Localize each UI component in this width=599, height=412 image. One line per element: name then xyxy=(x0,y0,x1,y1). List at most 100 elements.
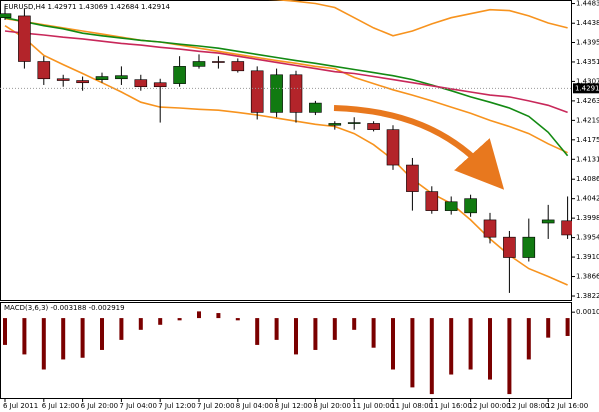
candle-body xyxy=(115,75,128,80)
candle-body xyxy=(464,198,477,214)
candle-body xyxy=(309,102,322,113)
y-tick-label: 1.44830 xyxy=(576,0,599,8)
candle-body xyxy=(134,79,148,88)
macd-bar xyxy=(526,318,531,360)
x-tick-label: 7 Jul 04:00 xyxy=(119,402,157,410)
y-tick-label: 1.42190 xyxy=(576,116,599,124)
candle-body xyxy=(153,82,167,88)
x-tick-label: 12 Jul 16:00 xyxy=(546,402,588,410)
macd-bar xyxy=(294,318,298,355)
candle-body xyxy=(270,74,283,113)
macd-bar xyxy=(197,311,201,319)
trend-arrow xyxy=(333,105,505,190)
x-tick-label: 8 Jul 04:00 xyxy=(236,402,274,410)
candle-body xyxy=(289,74,303,113)
macd-bar xyxy=(22,318,27,355)
macd-title: MACD(3,6,3) -0.003188 -0.002919 xyxy=(4,304,125,312)
macd-bar xyxy=(332,318,337,340)
macd-bar xyxy=(352,318,357,330)
candle-body xyxy=(18,15,31,62)
candle-body xyxy=(483,219,497,238)
candle-body xyxy=(173,66,186,84)
candle-body xyxy=(231,61,245,72)
y-tick-label: 0.001059 xyxy=(576,308,599,316)
candle-body xyxy=(503,236,516,258)
candle-body xyxy=(386,129,400,166)
y-tick-label: 1.43070 xyxy=(576,77,599,85)
y-tick-label: 1.44385 xyxy=(576,19,599,27)
x-tick-label: 11 Jul 08:00 xyxy=(391,402,433,410)
x-tick-label: 12 Jul 08:00 xyxy=(507,402,549,410)
macd-bar xyxy=(3,318,7,345)
candle-body xyxy=(0,13,12,18)
indicator-line xyxy=(4,17,568,154)
macd-bar xyxy=(158,318,163,325)
macd-bar xyxy=(61,318,66,360)
indicator-line xyxy=(267,0,568,37)
x-tick-label: 6 Jul 2011 xyxy=(3,402,38,410)
macd-bar xyxy=(41,318,46,370)
x-tick-label: 6 Jul 20:00 xyxy=(81,402,119,410)
candle-body xyxy=(406,164,419,192)
candle-body xyxy=(37,61,51,80)
macd-bar xyxy=(565,318,570,336)
macd-bar xyxy=(371,318,376,348)
macd-bar xyxy=(255,318,260,345)
candle-body xyxy=(425,191,439,211)
macd-bar xyxy=(488,318,492,380)
y-tick-label: 1.39980 xyxy=(576,214,599,222)
x-tick-label: 11 Jul 16:00 xyxy=(430,402,472,410)
x-tick-label: 8 Jul 20:00 xyxy=(313,402,351,410)
y-tick-label: 1.43950 xyxy=(576,38,599,46)
x-tick-label: 11 Jul 00:00 xyxy=(352,402,394,410)
y-tick-label: 1.43510 xyxy=(576,58,599,66)
candle-body xyxy=(347,122,361,124)
y-tick-label: 1.40420 xyxy=(576,195,599,203)
indicator-line xyxy=(4,30,568,114)
macd-frame xyxy=(0,302,572,399)
candle-body xyxy=(541,219,555,224)
main-title: EURUSD,H4 1.42971 1.43069 1.42684 1.4291… xyxy=(4,3,171,11)
candle-body xyxy=(561,220,572,236)
y-tick-label: 1.39100 xyxy=(576,253,599,261)
x-tick-label: 7 Jul 20:00 xyxy=(197,402,235,410)
candle-body xyxy=(212,61,225,63)
y-tick-label: 1.38220 xyxy=(576,292,599,300)
candle-body xyxy=(522,236,536,258)
candle-body xyxy=(250,70,264,113)
macd-bar xyxy=(80,318,85,358)
indicator-line xyxy=(4,25,568,286)
macd-bar xyxy=(546,318,551,338)
y-tick-label: 1.41750 xyxy=(576,136,599,144)
last-price-label: 1.42914 xyxy=(575,84,599,92)
macd-bar xyxy=(449,318,454,375)
macd-bar xyxy=(274,318,279,340)
macd-bar xyxy=(119,318,124,340)
macd-bar xyxy=(235,318,240,321)
y-tick-label: 1.39540 xyxy=(576,234,599,242)
macd-bar xyxy=(468,318,473,370)
macd-bar xyxy=(410,318,415,388)
last-price-box xyxy=(573,83,599,94)
macd-bar xyxy=(429,318,434,395)
candle-body xyxy=(76,80,89,84)
macd-bar xyxy=(177,318,182,321)
macd-bar xyxy=(216,313,221,319)
y-tick-label: 1.38660 xyxy=(576,273,599,281)
macd-bar xyxy=(313,318,318,350)
candle-body xyxy=(192,61,206,67)
macd-bar xyxy=(391,318,395,370)
x-tick-label: 6 Jul 12:00 xyxy=(42,402,80,410)
candle-body xyxy=(95,76,109,80)
candle-body xyxy=(367,123,380,130)
y-tick-label: 1.40860 xyxy=(576,175,599,183)
x-tick-label: 7 Jul 12:00 xyxy=(158,402,196,410)
indicator-line xyxy=(4,16,569,157)
y-tick-label: 1.42630 xyxy=(576,97,599,105)
x-tick-label: 8 Jul 12:00 xyxy=(275,402,313,410)
macd-bar xyxy=(507,318,512,395)
y-tick-label: 1.41310 xyxy=(576,155,599,163)
macd-bar xyxy=(138,318,143,330)
